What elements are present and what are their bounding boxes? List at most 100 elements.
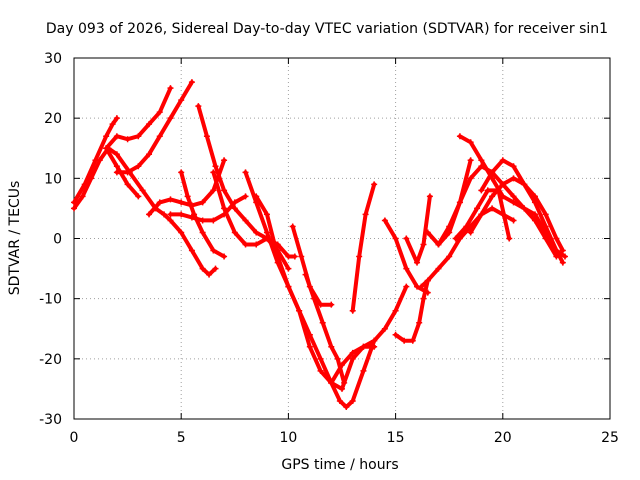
x-axis-title: GPS time / hours bbox=[281, 457, 398, 473]
data-point-marker bbox=[339, 385, 345, 392]
data-point-marker bbox=[135, 163, 142, 170]
data-point-marker bbox=[349, 349, 356, 356]
series-track-3 bbox=[103, 85, 174, 152]
y-tick-label: -30 bbox=[39, 412, 62, 428]
data-point-marker bbox=[420, 295, 427, 302]
series-line bbox=[329, 284, 409, 385]
data-point-marker bbox=[146, 211, 153, 218]
x-tick-label: 0 bbox=[70, 430, 79, 446]
data-point-marker bbox=[559, 247, 566, 254]
series-track-19 bbox=[403, 193, 433, 266]
data-point-marker bbox=[456, 133, 463, 140]
data-point-marker bbox=[199, 265, 206, 272]
data-point-marker bbox=[184, 193, 191, 200]
data-point-marker bbox=[285, 253, 292, 260]
series-line bbox=[404, 194, 432, 265]
series-line bbox=[453, 188, 512, 241]
data-point-marker bbox=[381, 217, 388, 224]
data-point-marker bbox=[360, 367, 367, 374]
data-point-marker bbox=[285, 265, 292, 272]
chart-title: Day 093 of 2026, Sidereal Day-to-day VTE… bbox=[46, 21, 608, 37]
data-point-marker bbox=[510, 199, 517, 206]
data-point-marker bbox=[109, 121, 116, 128]
data-point-marker bbox=[212, 265, 219, 272]
series-line bbox=[468, 176, 567, 259]
data-point-marker bbox=[561, 253, 568, 260]
data-point-marker bbox=[317, 367, 324, 374]
data-point-marker bbox=[263, 211, 270, 218]
data-point-marker bbox=[328, 343, 335, 350]
data-point-marker bbox=[221, 187, 228, 194]
data-point-marker bbox=[381, 325, 388, 332]
data-point-marker bbox=[178, 211, 185, 218]
data-point-marker bbox=[135, 133, 142, 140]
data-point-marker bbox=[113, 133, 120, 140]
data-point-marker bbox=[349, 397, 356, 404]
series-line bbox=[436, 164, 559, 259]
data-point-marker bbox=[88, 175, 95, 182]
data-point-marker bbox=[409, 337, 416, 344]
data-point-marker bbox=[139, 187, 146, 194]
data-point-marker bbox=[221, 157, 228, 164]
data-point-marker bbox=[403, 235, 410, 242]
data-point-marker bbox=[167, 115, 174, 122]
data-point-marker bbox=[231, 205, 238, 212]
series-track-10 bbox=[210, 169, 298, 260]
data-point-marker bbox=[510, 163, 517, 170]
data-point-marker bbox=[253, 193, 260, 200]
data-point-marker bbox=[124, 181, 131, 188]
data-point-marker bbox=[334, 355, 341, 362]
data-point-marker bbox=[178, 199, 185, 206]
data-point-marker bbox=[242, 193, 249, 200]
data-point-marker bbox=[467, 157, 474, 164]
series-line bbox=[114, 80, 194, 175]
x-tick-label: 20 bbox=[494, 430, 512, 446]
data-point-marker bbox=[274, 253, 281, 260]
series-track-14 bbox=[302, 271, 348, 386]
series-track-25 bbox=[478, 157, 566, 254]
data-point-marker bbox=[489, 193, 496, 200]
data-point-marker bbox=[474, 205, 481, 212]
data-point-marker bbox=[452, 235, 459, 242]
y-tick-labels: 30 20 10 0 -10 -20 -30 bbox=[39, 51, 62, 428]
data-point-marker bbox=[328, 379, 335, 386]
data-point-marker bbox=[336, 397, 343, 404]
data-point-marker bbox=[113, 163, 120, 170]
series-track-15 bbox=[328, 283, 410, 386]
data-point-marker bbox=[188, 247, 195, 254]
y-tick-label: 0 bbox=[53, 232, 62, 248]
data-point-marker bbox=[302, 271, 309, 278]
data-point-marker bbox=[360, 343, 367, 350]
data-point-marker bbox=[521, 205, 528, 212]
data-point-marker bbox=[203, 133, 210, 140]
axis-ticks bbox=[73, 57, 611, 420]
data-point-marker bbox=[424, 229, 431, 236]
data-point-marker bbox=[510, 175, 517, 182]
data-point-marker bbox=[463, 223, 470, 230]
data-point-marker bbox=[489, 169, 496, 176]
data-point-marker bbox=[156, 109, 163, 116]
x-tick-labels: 0 5 10 15 20 25 bbox=[70, 430, 619, 446]
data-point-marker bbox=[242, 241, 249, 248]
data-point-marker bbox=[263, 229, 270, 236]
data-point-marker bbox=[71, 205, 77, 212]
data-point-marker bbox=[199, 229, 206, 236]
data-point-marker bbox=[199, 199, 206, 206]
data-point-marker bbox=[531, 193, 538, 200]
data-point-marker bbox=[446, 253, 453, 260]
data-point-marker bbox=[416, 319, 423, 326]
data-point-marker bbox=[467, 139, 474, 146]
data-point-marker bbox=[306, 343, 313, 350]
series-group bbox=[71, 79, 568, 410]
data-point-marker bbox=[531, 211, 538, 218]
y-tick-label: 20 bbox=[44, 111, 62, 127]
data-point-marker bbox=[296, 307, 303, 314]
data-point-marker bbox=[206, 271, 213, 278]
data-point-marker bbox=[343, 403, 350, 410]
data-point-marker bbox=[553, 247, 560, 254]
data-point-marker bbox=[542, 211, 549, 218]
x-tick-label: 15 bbox=[387, 430, 405, 446]
data-point-marker bbox=[478, 211, 485, 218]
series-line bbox=[179, 170, 227, 259]
